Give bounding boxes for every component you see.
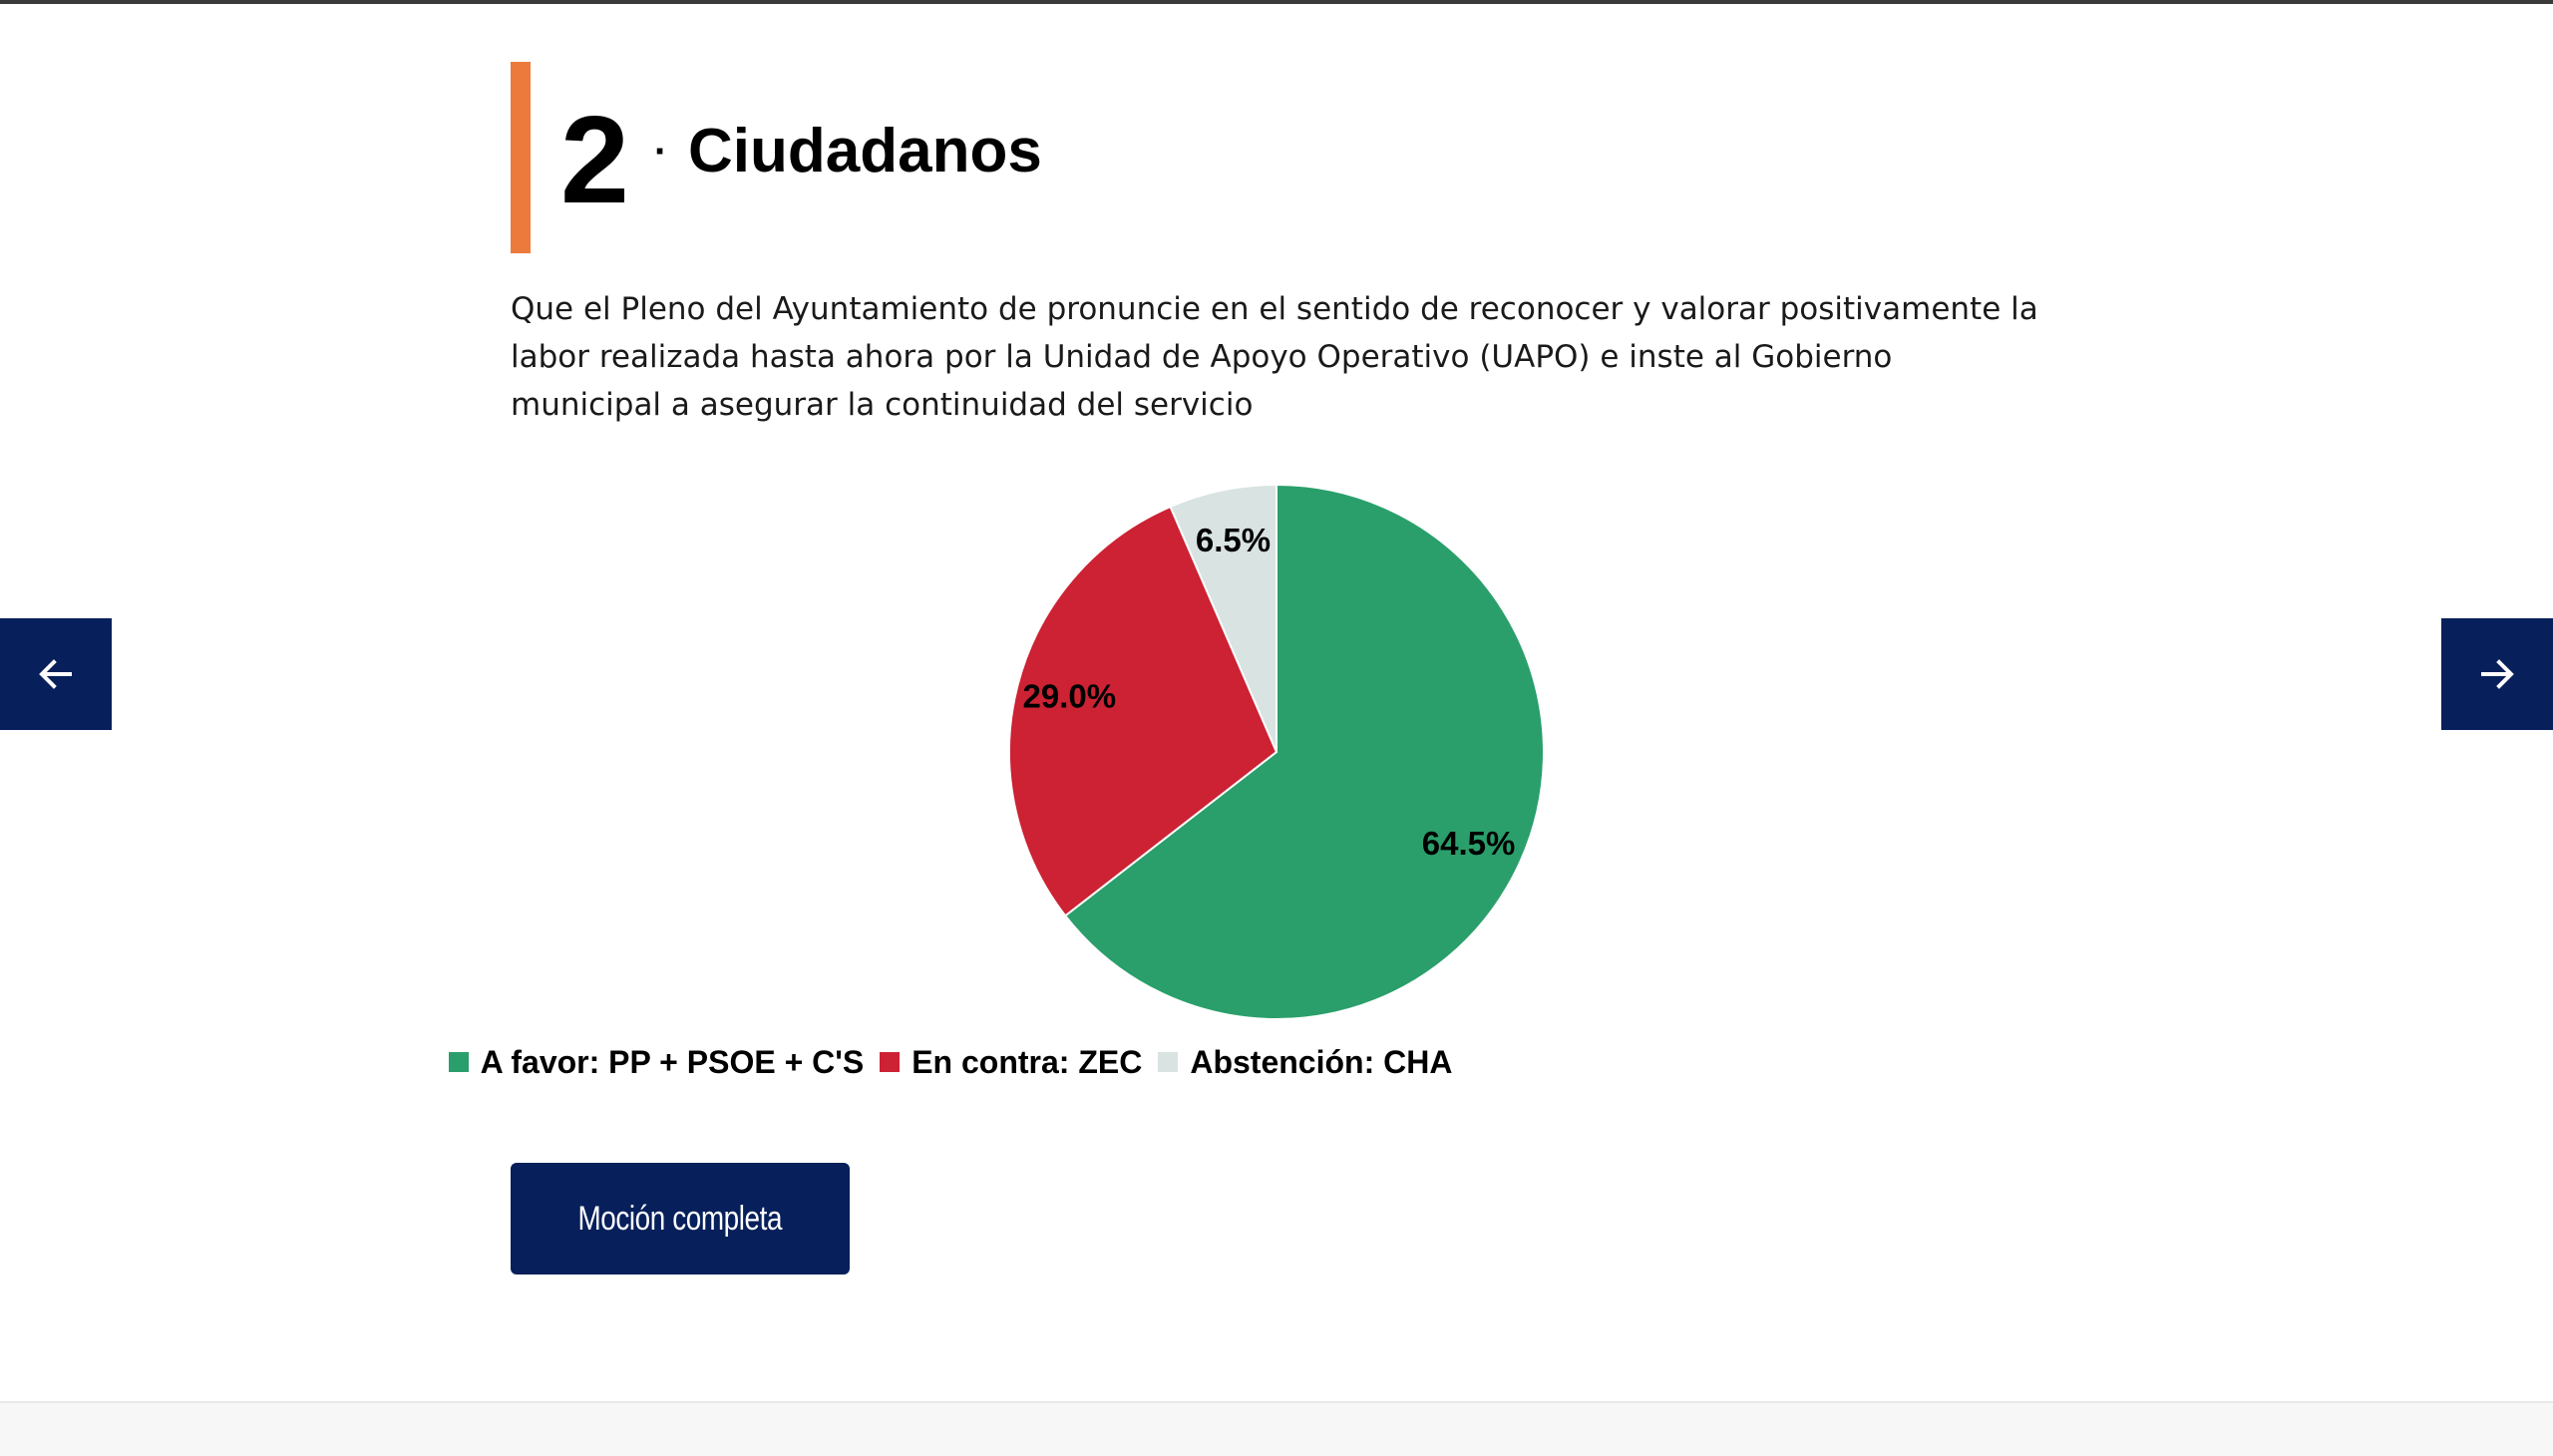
legend-item-favor: A favor: PP + PSOE + C'S [448,1037,865,1087]
party-name: Ciudadanos [688,117,1042,185]
pie-label-contra: 29.0% [1023,677,1117,714]
pie-label-abstencion: 6.5% [1196,522,1271,558]
legend-item-abstencion: Abstención: CHA [1158,1037,1452,1087]
legend-swatch-favor [448,1052,469,1072]
legend-label-favor: A favor: PP + PSOE + C'S [480,1044,865,1080]
chart-legend: A favor: PP + PSOE + C'S En contra: ZEC … [0,1037,1901,1087]
legend-swatch-abstencion [1158,1052,1179,1072]
legend-label-abstencion: Abstención: CHA [1190,1044,1453,1080]
full-motion-button[interactable]: Moción completa [511,1163,850,1274]
previous-motion-button[interactable] [0,618,112,730]
full-motion-label: Moción completa [577,1199,783,1238]
next-motion-button[interactable] [2441,618,2553,730]
arrow-left-icon [39,659,72,689]
top-border [0,0,2553,4]
motion-description: Que el Pleno del Ayuntamiento de pronunc… [511,291,2038,423]
pie-slice-favor [1063,483,1545,1020]
title-separator: · [654,130,668,174]
arrow-right-icon [2481,659,2514,689]
motion-number: 2 [560,92,629,229]
legend-item-contra: En contra: ZEC [880,1037,1142,1087]
legend-swatch-contra [880,1052,901,1072]
title-accent-bar [511,62,531,253]
pie-slice-abstencion [1169,483,1277,753]
pie-slice-contra [1008,505,1278,917]
vote-pie-chart: 64.5% 29.0% 6.5% [1008,483,1545,1020]
legend-label-contra: En contra: ZEC [912,1044,1143,1080]
pie-slices [1008,483,1545,1020]
page-footer-strip [0,1401,2553,1456]
pie-label-favor: 64.5% [1422,825,1516,862]
pie-labels: 64.5% 29.0% 6.5% [1023,522,1516,862]
